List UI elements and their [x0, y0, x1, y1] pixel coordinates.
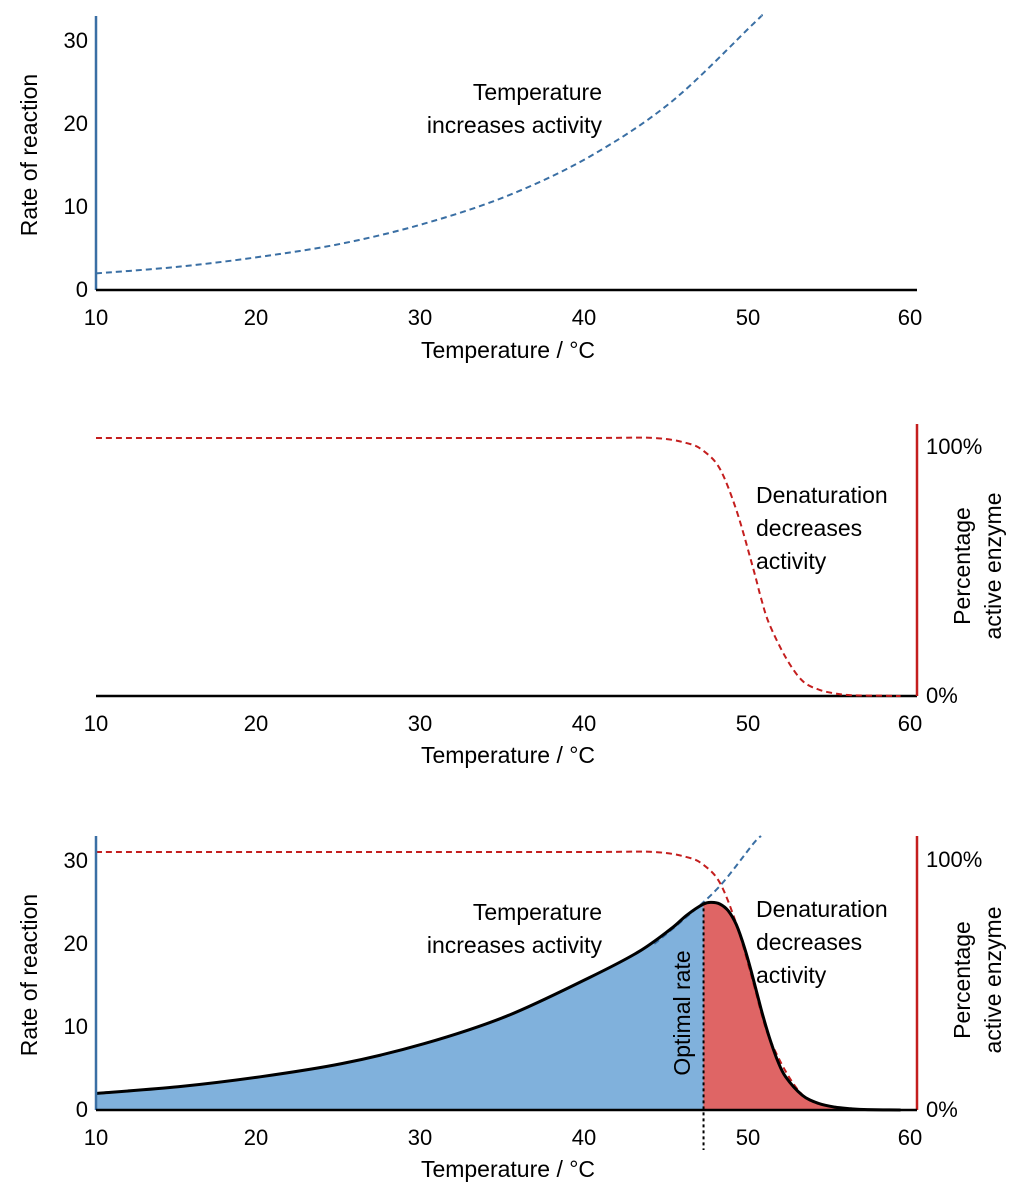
panel1-y-tick-10: 10 [64, 194, 88, 219]
panel3-temp-annotation-line2: increases activity [427, 932, 603, 958]
panel3-y-axis-title: Rate of reaction [16, 894, 42, 1056]
panel3-optimal-rate-label: Optimal rate [669, 950, 695, 1075]
panel-rate-vs-temperature: 0 10 20 30 10 20 30 40 50 60 Temperature… [16, 14, 922, 363]
panel3-x-tick-20: 20 [244, 1125, 268, 1150]
panel3-observed-rate-curve [95, 900, 901, 1112]
panel1-annotation-line1: Temperature [473, 79, 602, 105]
panel1-x-tick-20: 20 [244, 305, 268, 330]
panel1-rate-curve [95, 14, 764, 275]
panel3-y2-tick-0pct: 0% [926, 1097, 958, 1122]
panel3-y2-axis-title-line2: active enzyme [980, 906, 1006, 1053]
panel-active-enzyme-vs-temperature: 0% 100% 10 20 30 40 50 60 Temperature / … [84, 424, 1006, 768]
panel2-y-tick-100pct: 100% [926, 434, 982, 459]
panel3-denat-annotation-line1: Denaturation [756, 896, 888, 922]
panel3-y-tick-20: 20 [64, 931, 88, 956]
panel1-x-tick-30: 30 [408, 305, 432, 330]
panel1-y-axis-title: Rate of reaction [16, 74, 42, 236]
panel2-x-tick-50: 50 [736, 711, 760, 736]
panel3-x-axis-title: Temperature / °C [421, 1156, 595, 1182]
panel3-denaturation-area [703, 902, 901, 1110]
panel1-y-tick-0: 0 [76, 277, 88, 302]
panel3-y-tick-30: 30 [64, 848, 88, 873]
panel3-x-tick-50: 50 [736, 1125, 760, 1150]
panel1-annotation-line2: increases activity [427, 112, 603, 138]
panel1-x-tick-40: 40 [572, 305, 596, 330]
panel2-annotation-line1: Denaturation [756, 482, 888, 508]
panel2-annotation-line3: activity [756, 548, 827, 574]
panel2-x-axis-title: Temperature / °C [421, 742, 595, 768]
panel3-x-tick-30: 30 [408, 1125, 432, 1150]
panel3-y2-axis-title-line1: Percentage [949, 921, 975, 1039]
panel3-x-tick-10: 10 [84, 1125, 108, 1150]
panel2-x-tick-10: 10 [84, 711, 108, 736]
panel3-y-tick-10: 10 [64, 1014, 88, 1039]
panel2-x-tick-30: 30 [408, 711, 432, 736]
panel-combined: 0 10 20 30 0% 100% 10 20 30 40 50 60 Tem… [16, 835, 1006, 1182]
panel3-temp-annotation-line1: Temperature [473, 899, 602, 925]
panel2-y-axis-title-line2: active enzyme [980, 492, 1006, 639]
panel2-x-tick-20: 20 [244, 711, 268, 736]
panel1-x-tick-10: 10 [84, 305, 108, 330]
panel2-x-tick-40: 40 [572, 711, 596, 736]
panel2-y-axis-title-line1: Percentage [949, 507, 975, 625]
panel3-x-tick-60: 60 [898, 1125, 922, 1150]
panel1-x-tick-60: 60 [898, 305, 922, 330]
panel1-x-tick-50: 50 [736, 305, 760, 330]
panel3-denat-annotation-line3: activity [756, 962, 827, 988]
panel1-y-tick-30: 30 [64, 28, 88, 53]
panel1-x-axis-title: Temperature / °C [421, 337, 595, 363]
panel3-denat-annotation-line2: decreases [756, 929, 862, 955]
panel3-rate-area [96, 904, 704, 1110]
panel2-annotation-line2: decreases [756, 515, 862, 541]
panel3-x-tick-40: 40 [572, 1125, 596, 1150]
panel1-y-tick-20: 20 [64, 111, 88, 136]
panel2-y-tick-0pct: 0% [926, 683, 958, 708]
panel2-x-tick-60: 60 [898, 711, 922, 736]
panel3-y-tick-0: 0 [76, 1097, 88, 1122]
panel3-y2-tick-100pct: 100% [926, 847, 982, 872]
panel2-denaturation-curve [95, 436, 901, 697]
